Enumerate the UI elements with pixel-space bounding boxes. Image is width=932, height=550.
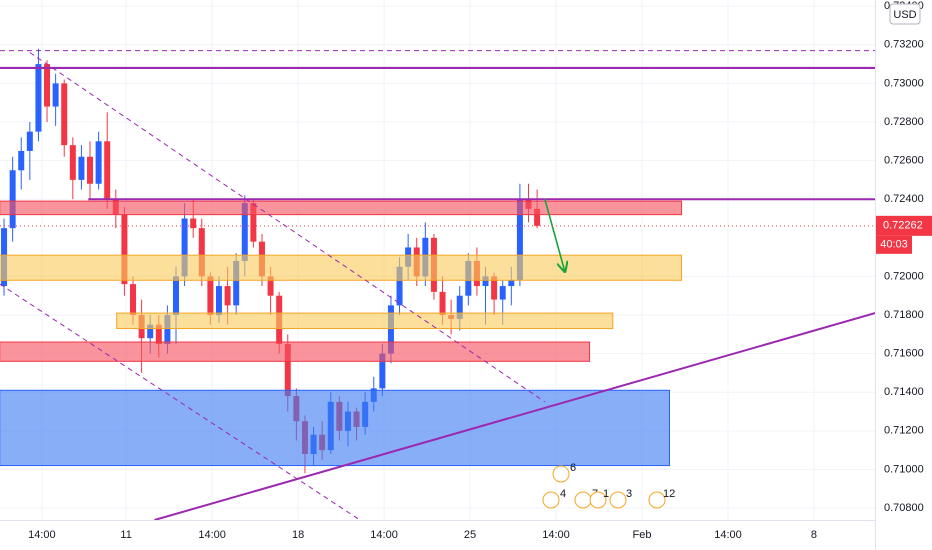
y-tick-label: 0.71800 bbox=[884, 309, 924, 321]
candle-body bbox=[95, 141, 102, 184]
y-tick-label: 0.71200 bbox=[884, 425, 924, 437]
candle-body bbox=[224, 286, 231, 306]
x-tick-label: 14:00 bbox=[542, 529, 570, 541]
candle-body bbox=[69, 145, 76, 180]
event-count: 4 bbox=[560, 488, 566, 500]
event-circle bbox=[609, 491, 627, 509]
candle-body bbox=[534, 208, 541, 226]
event-circle bbox=[542, 491, 560, 509]
last-price-label: 0.72262 bbox=[883, 220, 923, 232]
events: 6 4 7 1 3 12 bbox=[542, 462, 675, 509]
candle-body bbox=[172, 276, 179, 316]
event-circle bbox=[574, 491, 592, 509]
candle-body bbox=[181, 218, 188, 277]
candle-body bbox=[396, 266, 403, 306]
candle-body bbox=[35, 64, 42, 132]
candle-body bbox=[241, 203, 248, 261]
y-tick-label: 0.72800 bbox=[884, 116, 924, 128]
x-tick-label: 8 bbox=[811, 529, 817, 541]
x-tick-label: 14:00 bbox=[370, 529, 398, 541]
candle-body bbox=[491, 276, 498, 300]
candle-body bbox=[387, 305, 394, 354]
candle-body bbox=[207, 276, 214, 316]
x-tick-label: 11 bbox=[120, 529, 131, 541]
countdown-box bbox=[876, 235, 912, 254]
candle-body bbox=[61, 83, 68, 146]
y-tick-label: 0.72400 bbox=[884, 193, 924, 205]
candle-body bbox=[9, 170, 16, 229]
candle-body bbox=[190, 218, 197, 229]
candle-body bbox=[164, 315, 171, 344]
candle-body bbox=[44, 64, 51, 107]
candle-body bbox=[155, 324, 162, 344]
candle-body bbox=[516, 199, 523, 281]
trend-line bbox=[29, 52, 546, 403]
candle-body bbox=[250, 203, 257, 242]
candle-body bbox=[52, 83, 59, 107]
candle-body bbox=[233, 260, 240, 306]
x-tick-label: Feb bbox=[633, 529, 652, 541]
candle-body bbox=[482, 276, 489, 287]
candle-body bbox=[198, 228, 205, 277]
y-tick-label: 0.71000 bbox=[884, 463, 924, 475]
y-tick-label: 0.70800 bbox=[884, 502, 924, 514]
event-count: 3 bbox=[626, 488, 632, 500]
arrow bbox=[544, 198, 565, 270]
candle-body bbox=[121, 214, 128, 285]
candle-body bbox=[456, 295, 463, 319]
countdown-label: 40:03 bbox=[880, 239, 908, 251]
event-count: 1 bbox=[603, 488, 609, 500]
zone bbox=[0, 389, 671, 467]
candle-body bbox=[26, 131, 33, 151]
x-tick-label: 25 bbox=[464, 529, 476, 541]
event-icon[interactable]: 3 bbox=[609, 488, 632, 509]
candle-body bbox=[439, 291, 446, 316]
candle-body bbox=[104, 141, 111, 200]
zone bbox=[116, 312, 614, 330]
currency-label: USD bbox=[893, 9, 916, 21]
y-tick-label: 0.73000 bbox=[884, 77, 924, 89]
y-tick-label: 0.72000 bbox=[884, 270, 924, 282]
currency-box[interactable] bbox=[889, 3, 921, 25]
candle-body bbox=[147, 324, 154, 339]
candle-body bbox=[499, 286, 506, 300]
y-tick-label: 0.71600 bbox=[884, 348, 924, 360]
x-tick-label: 14:00 bbox=[714, 529, 742, 541]
candle-body bbox=[130, 284, 137, 316]
zone bbox=[0, 254, 683, 281]
zone bbox=[0, 200, 683, 216]
candle-body bbox=[267, 276, 274, 296]
event-icon[interactable]: 12 bbox=[648, 488, 675, 509]
event-count: 6 bbox=[570, 462, 576, 474]
y-tick-label: 0.73200 bbox=[884, 39, 924, 51]
event-circle bbox=[552, 465, 570, 483]
candle-body bbox=[215, 286, 222, 316]
event-circle bbox=[648, 491, 666, 509]
candle-body bbox=[379, 353, 386, 389]
trend-line bbox=[154, 312, 875, 520]
event-icon[interactable]: 4 bbox=[542, 488, 566, 509]
candle-body bbox=[284, 343, 291, 397]
y-tick-label: 0.71400 bbox=[884, 386, 924, 398]
x-tick-label: 18 bbox=[292, 529, 304, 541]
candle-body bbox=[87, 156, 94, 184]
zone bbox=[0, 341, 591, 362]
y-tick-label: 0.72600 bbox=[884, 155, 924, 167]
event-icon[interactable]: 6 bbox=[552, 462, 576, 483]
last-price-box bbox=[876, 215, 932, 236]
candle-body bbox=[78, 156, 85, 180]
x-tick-label: 14:00 bbox=[28, 529, 56, 541]
plot-area bbox=[0, 48, 875, 520]
event-circle bbox=[589, 491, 607, 509]
x-tick-label: 14:00 bbox=[198, 529, 226, 541]
candle-body bbox=[18, 150, 25, 171]
event-icon[interactable]: 1 bbox=[589, 488, 609, 509]
event-count: 12 bbox=[663, 488, 675, 500]
candle-body bbox=[508, 280, 515, 287]
